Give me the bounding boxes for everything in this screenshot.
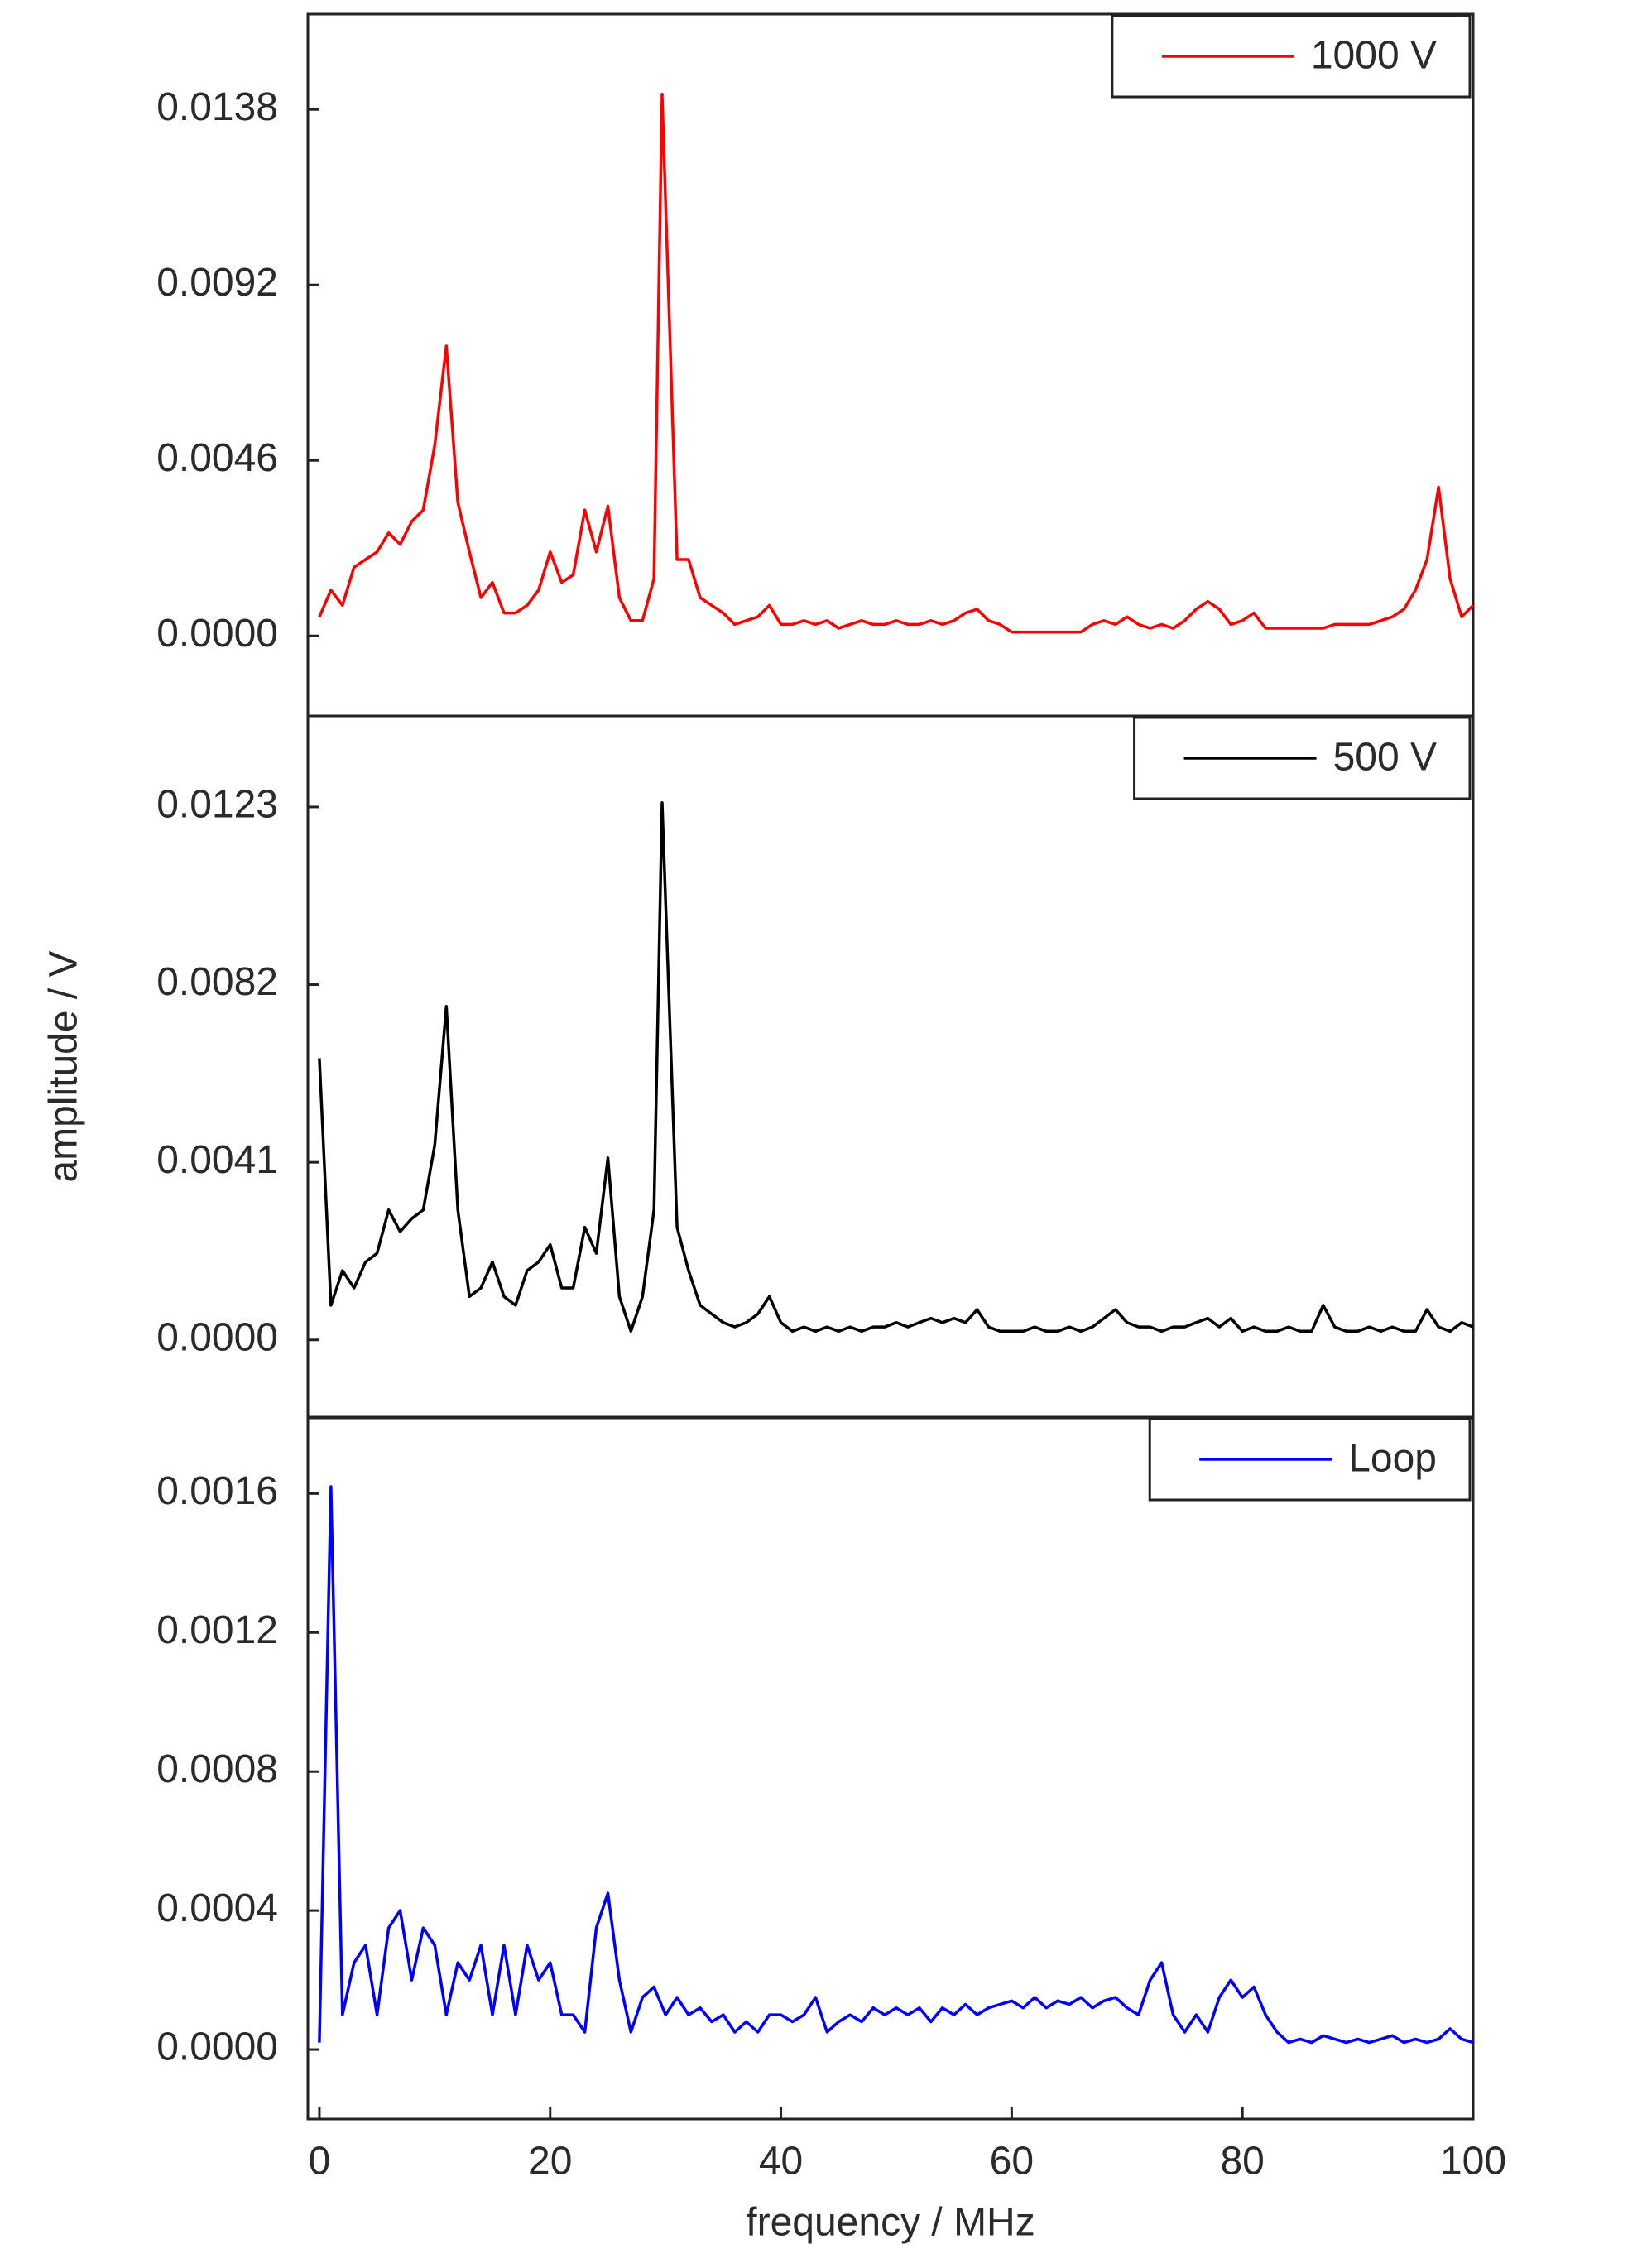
- y-tick-label: 0.0000: [156, 612, 278, 656]
- x-tick-label: 0: [309, 2140, 331, 2184]
- data-line: [318, 93, 1475, 634]
- y-tick-label: 0.0012: [156, 1608, 278, 1652]
- y-tick-label: 0.0016: [156, 1469, 278, 1513]
- x-tick-label: 20: [528, 2140, 572, 2184]
- legend: Loop: [1148, 1417, 1472, 1502]
- y-tick-label: 0.0041: [156, 1138, 278, 1182]
- panel-frame: [306, 1415, 1475, 2121]
- y-tick-label: 0.0000: [156, 1315, 278, 1359]
- legend-label: 500 V: [1333, 736, 1437, 780]
- legend-label: 1000 V: [1311, 34, 1437, 78]
- panel-frame: [306, 12, 1475, 718]
- data-line: [318, 1485, 1474, 2045]
- data-line: [318, 800, 1474, 1333]
- legend-label: Loop: [1348, 1437, 1437, 1481]
- y-tick-label: 0.0138: [156, 85, 278, 129]
- x-tick-label: 80: [1220, 2140, 1264, 2184]
- y-tick-label: 0.0082: [156, 960, 278, 1004]
- y-tick-label: 0.0004: [156, 1886, 278, 1930]
- x-axis-label: frequency / MHz: [746, 2201, 1035, 2245]
- legend: 500 V: [1133, 716, 1472, 800]
- x-tick-label: 60: [990, 2140, 1034, 2184]
- y-tick-label: 0.0123: [156, 783, 278, 827]
- y-tick-label: 0.0046: [156, 436, 278, 480]
- y-tick-label: 0.0092: [156, 261, 278, 305]
- x-tick-label: 100: [1440, 2140, 1506, 2184]
- y-tick-label: 0.0008: [156, 1747, 278, 1791]
- panel-frame: [306, 714, 1475, 1420]
- x-tick-label: 40: [759, 2140, 803, 2184]
- y-tick-label: 0.0000: [156, 2025, 278, 2069]
- legend: 1000 V: [1111, 14, 1472, 99]
- y-axis-label: amplitude / V: [42, 950, 86, 1182]
